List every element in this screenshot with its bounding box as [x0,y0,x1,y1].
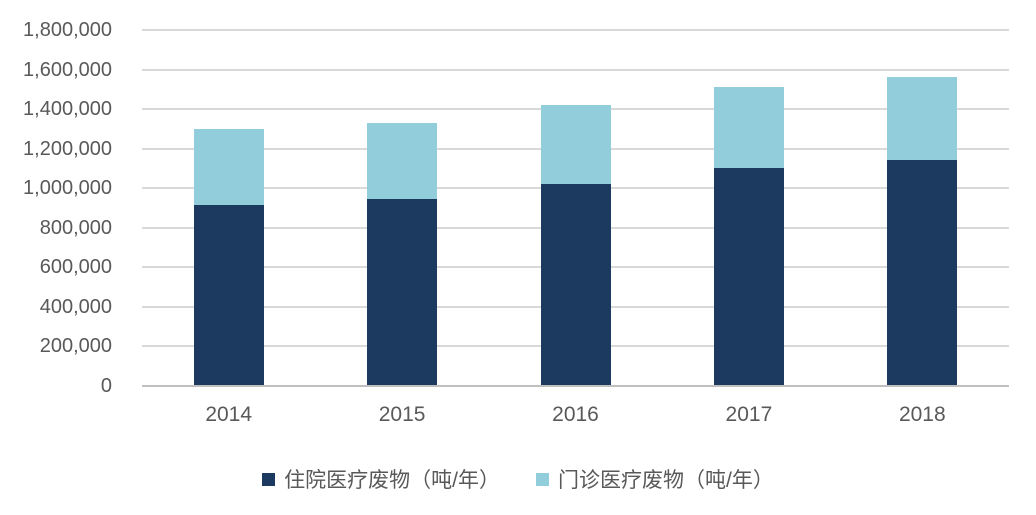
legend-label-outpatient: 门诊医疗废物（吨/年） [558,469,774,492]
bar-inpatient-2014 [193,205,264,386]
legend-item-inpatient: 住院医疗废物（吨/年） [262,464,500,494]
bar-outpatient-2018 [887,77,958,160]
y-axis-tick-label: 1,400,000 [23,98,112,121]
bar-inpatient-2018 [887,159,958,386]
y-axis-tick-label: 800,000 [39,216,112,239]
x-axis-label: 2014 [205,403,253,426]
x-axis-label: 2018 [898,403,946,426]
bar-inpatient-2016 [540,184,611,386]
plot-area [142,29,1009,387]
bar-outpatient-2017 [713,87,784,169]
bar-outpatient-2014 [193,128,264,206]
bar-inpatient-2017 [713,168,784,386]
legend-label-inpatient: 住院医疗废物（吨/年） [284,469,500,492]
y-axis-tick-label: 600,000 [39,256,112,279]
y-axis-tick-label: 400,000 [39,295,112,318]
bar-outpatient-2015 [367,122,438,200]
y-axis-tick-label: 0 [100,375,112,397]
y-axis-tick-label: 200,000 [39,335,112,358]
y-axis-tick-label: 1,600,000 [23,58,112,81]
bar-outpatient-2016 [540,105,611,185]
y-axis-tick-label: 1,000,000 [23,177,112,200]
legend-swatch-inpatient [262,472,276,486]
y-axis-tick-label: 1,800,000 [23,19,112,41]
x-axis-line [142,385,1009,387]
gridline [142,29,1009,31]
gridline [142,68,1009,71]
legend: 住院医疗废物（吨/年） 门诊医疗废物（吨/年） [0,464,1036,494]
x-axis-label: 2017 [725,403,773,426]
x-axis-label: 2016 [552,403,599,426]
legend-swatch-outpatient [536,472,549,486]
x-axis-label: 2015 [378,403,426,426]
bar-inpatient-2015 [367,199,438,386]
y-axis-tick-label: 1,200,000 [23,137,112,160]
legend-item-outpatient: 门诊医疗废物（吨/年） [536,464,774,494]
